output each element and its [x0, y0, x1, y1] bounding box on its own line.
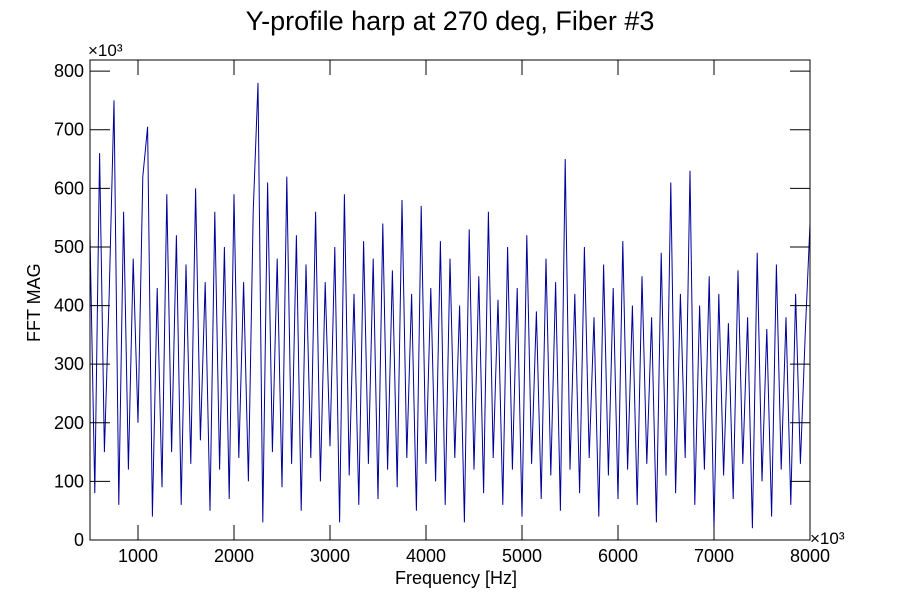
y-tick-label: 100	[54, 471, 84, 491]
x-tick-label: 1000	[118, 546, 158, 566]
x-tick-label: 6000	[598, 546, 638, 566]
y-tick-label: 200	[54, 413, 84, 433]
x-tick-label: 3000	[310, 546, 350, 566]
y-tick-label: 800	[54, 61, 84, 81]
chart-title: Y-profile harp at 270 deg, Fiber #3	[246, 6, 655, 36]
x-tick-label: 7000	[694, 546, 734, 566]
x-tick-label: 2000	[214, 546, 254, 566]
x-tick-label: 4000	[406, 546, 446, 566]
y-tick-label: 700	[54, 120, 84, 140]
y-tick-label: 600	[54, 178, 84, 198]
x-tick-label: 8000	[790, 546, 830, 566]
y-tick-label: 300	[54, 354, 84, 374]
data-line	[89, 82, 811, 529]
y-tick-label: 400	[54, 296, 84, 316]
x-exponent-label: ×10³	[810, 529, 845, 548]
y-tick-label: 500	[54, 237, 84, 257]
y-axis-label: FFT MAG	[24, 263, 44, 342]
y-exponent-label: ×10³	[88, 41, 123, 60]
x-axis-label: Frequency [Hz]	[395, 568, 517, 588]
x-tick-label: 5000	[502, 546, 542, 566]
plot-frame	[89, 59, 811, 541]
y-tick-label: 0	[74, 530, 84, 550]
